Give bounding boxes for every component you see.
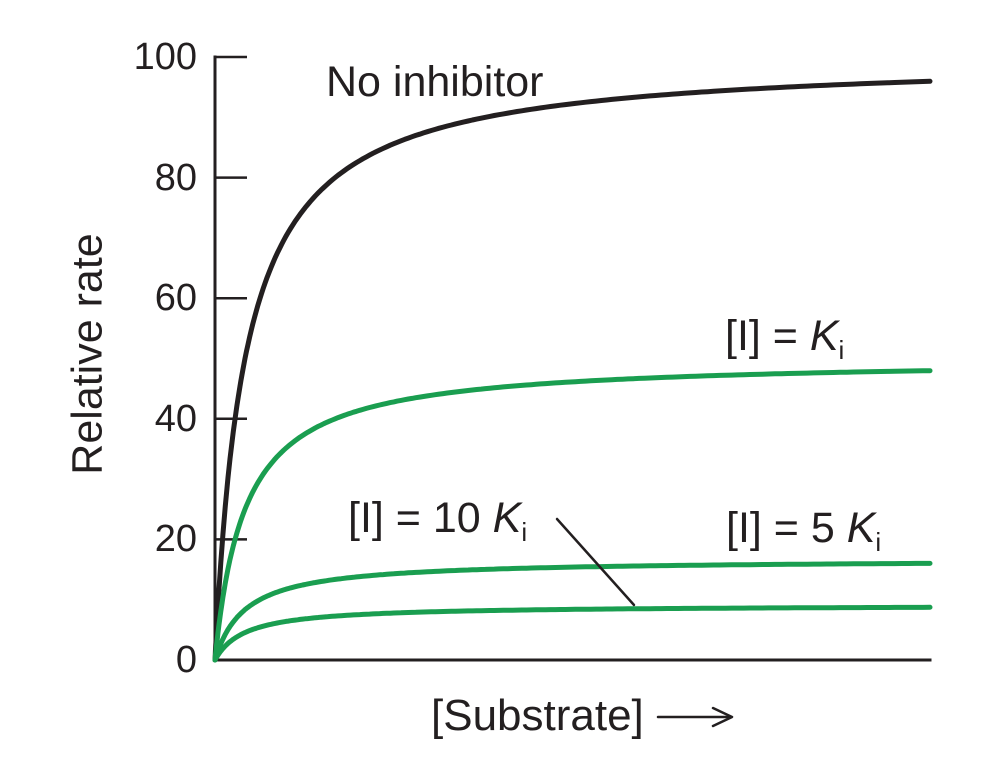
curve-5ki xyxy=(212,560,933,663)
x-axis-title-text: [Substrate] xyxy=(431,691,644,740)
callout-line-10ki xyxy=(555,517,636,607)
k-symbol: K xyxy=(809,312,839,360)
y-tick-label-100: 100 xyxy=(133,36,197,78)
k-subscript: i xyxy=(521,517,528,547)
y-tick-label-60: 60 xyxy=(154,277,197,320)
y-tick-label-80: 80 xyxy=(154,156,197,199)
series-label-5ki: [I] = 5 Ki xyxy=(726,504,881,555)
curve-10ki xyxy=(212,604,933,663)
y-tick-label-40: 40 xyxy=(154,397,197,440)
curve-ki xyxy=(212,368,933,663)
series-label-no-inhibitor: No inhibitor xyxy=(326,58,544,106)
x-axis-title: [Substrate] xyxy=(431,692,644,740)
series-label-text: [I] = 10 xyxy=(348,494,493,542)
k-subscript: i xyxy=(838,335,845,365)
y-tick-label-0: 0 xyxy=(175,639,197,681)
k-symbol: K xyxy=(492,494,522,542)
series-label-ki: [I] = Ki xyxy=(725,312,844,363)
series-label-text: [I] = xyxy=(725,312,810,360)
x-axis-arrowhead-icon xyxy=(711,706,734,728)
k-subscript: i xyxy=(875,527,882,557)
series-label-10ki: [I] = 10 Ki xyxy=(348,494,527,545)
curve-no-inhibitor xyxy=(212,78,933,663)
y-tick-label-20: 20 xyxy=(154,518,197,561)
series-label-text: [I] = 5 xyxy=(726,504,847,552)
k-symbol: K xyxy=(846,504,876,552)
series-label-text: No inhibitor xyxy=(326,58,544,106)
